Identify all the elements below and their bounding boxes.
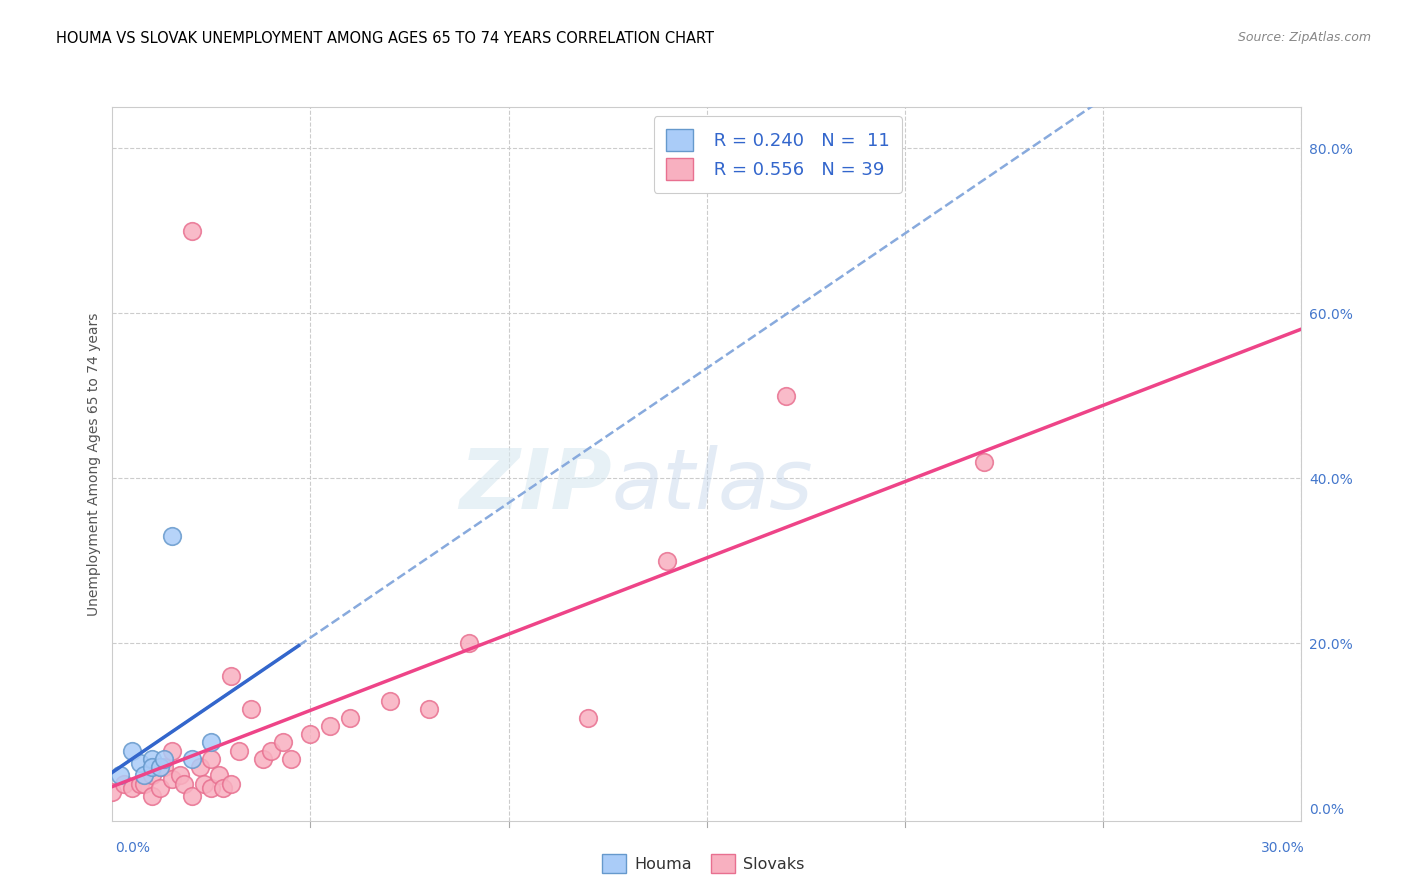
Point bbox=[180, 752, 202, 766]
Point bbox=[180, 224, 202, 238]
Point bbox=[121, 780, 143, 795]
Legend: Houma, Slovaks: Houma, Slovaks bbox=[596, 847, 810, 880]
Point bbox=[188, 760, 211, 774]
Point bbox=[219, 776, 242, 790]
Point bbox=[200, 752, 222, 766]
Point bbox=[160, 772, 183, 787]
Point bbox=[240, 702, 263, 716]
Point bbox=[458, 636, 481, 650]
Point bbox=[271, 735, 294, 749]
Point bbox=[153, 760, 176, 774]
Point bbox=[339, 710, 361, 724]
Point bbox=[378, 694, 401, 708]
Point bbox=[141, 768, 163, 782]
Point bbox=[280, 752, 302, 766]
Point bbox=[775, 389, 797, 403]
Point bbox=[200, 780, 222, 795]
Point bbox=[129, 756, 152, 770]
Point bbox=[193, 776, 215, 790]
Point bbox=[153, 752, 176, 766]
Point bbox=[160, 743, 183, 757]
Point bbox=[319, 719, 342, 733]
Point bbox=[134, 776, 156, 790]
Text: 0.0%: 0.0% bbox=[115, 840, 150, 855]
Point bbox=[180, 789, 202, 803]
Point bbox=[208, 768, 231, 782]
Point bbox=[149, 780, 172, 795]
Point bbox=[149, 760, 172, 774]
Text: ZIP: ZIP bbox=[458, 445, 612, 525]
Point bbox=[141, 752, 163, 766]
Point bbox=[200, 735, 222, 749]
Point bbox=[228, 743, 250, 757]
Point bbox=[576, 710, 599, 724]
Point bbox=[110, 768, 132, 782]
Point bbox=[212, 780, 235, 795]
Point bbox=[219, 669, 242, 683]
Point bbox=[655, 554, 678, 568]
Point bbox=[973, 455, 995, 469]
Point bbox=[121, 743, 143, 757]
Point bbox=[141, 789, 163, 803]
Point bbox=[260, 743, 283, 757]
Legend:  R = 0.240   N =  11,  R = 0.556   N = 39: R = 0.240 N = 11, R = 0.556 N = 39 bbox=[654, 116, 903, 193]
Point bbox=[129, 776, 152, 790]
Point bbox=[418, 702, 440, 716]
Point bbox=[173, 776, 195, 790]
Point bbox=[141, 760, 163, 774]
Point bbox=[169, 768, 191, 782]
Point bbox=[160, 529, 183, 543]
Y-axis label: Unemployment Among Ages 65 to 74 years: Unemployment Among Ages 65 to 74 years bbox=[87, 312, 101, 615]
Point bbox=[112, 776, 135, 790]
Text: Source: ZipAtlas.com: Source: ZipAtlas.com bbox=[1237, 31, 1371, 45]
Text: atlas: atlas bbox=[612, 445, 813, 525]
Text: 30.0%: 30.0% bbox=[1261, 840, 1305, 855]
Point bbox=[299, 727, 322, 741]
Point bbox=[101, 785, 124, 799]
Point bbox=[134, 768, 156, 782]
Point bbox=[252, 752, 274, 766]
Text: HOUMA VS SLOVAK UNEMPLOYMENT AMONG AGES 65 TO 74 YEARS CORRELATION CHART: HOUMA VS SLOVAK UNEMPLOYMENT AMONG AGES … bbox=[56, 31, 714, 46]
